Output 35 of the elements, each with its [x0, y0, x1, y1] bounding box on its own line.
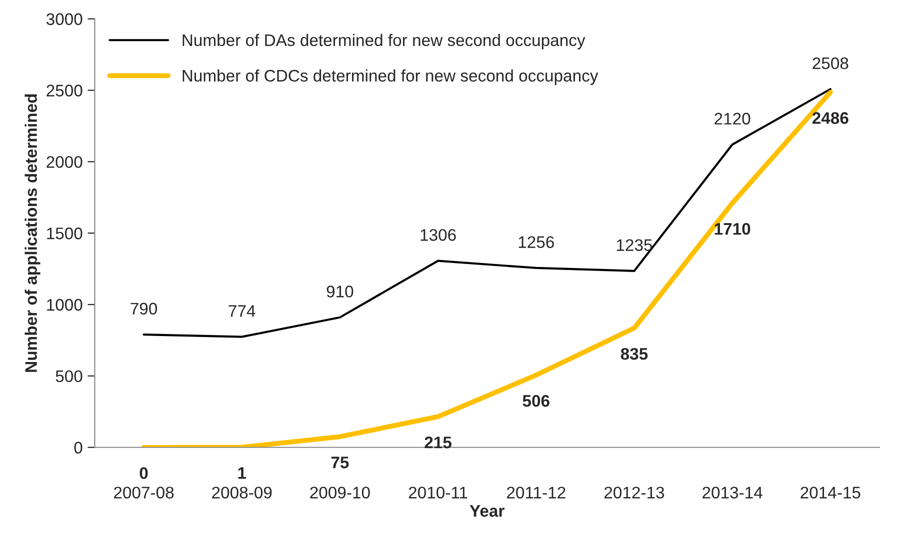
data-label: 215 [424, 436, 452, 448]
x-axis-title: Year [470, 505, 504, 517]
data-label: 1306 [420, 229, 456, 241]
x-tick-label: 2012-13 [604, 486, 664, 498]
y-tick-label: 0 [74, 442, 82, 454]
data-label: 790 [130, 302, 158, 315]
y-axis-title: Number of applications determined [24, 94, 40, 372]
x-tick-label: 2009-10 [310, 486, 370, 498]
y-tick-label: 500 [56, 370, 82, 382]
data-label: 506 [522, 394, 550, 407]
data-label: 910 [326, 286, 354, 298]
x-tick-label: 2010-11 [408, 486, 468, 498]
data-label: 75 [331, 456, 349, 468]
y-tick-label: 2500 [46, 84, 82, 96]
legend-label: Number of CDCs determined for new second occupancy [182, 69, 598, 85]
y-tick-label: 1500 [47, 228, 82, 240]
data-label: 2508 [812, 57, 848, 70]
data-label: 0 [140, 467, 148, 480]
data-label: 2486 [812, 112, 848, 124]
data-label: 2120 [714, 112, 750, 125]
x-tick-label: 2008-09 [212, 486, 272, 498]
data-label: 1256 [518, 236, 554, 248]
data-label: 835 [620, 348, 648, 360]
data-label: 1710 [714, 223, 750, 235]
y-tick-label: 1000 [47, 298, 82, 311]
data-label: 774 [228, 305, 256, 317]
x-tick-label: 2014-15 [800, 486, 860, 498]
data-label: 1 [238, 467, 246, 479]
y-tick-label: 2000 [46, 156, 82, 168]
legend-label: Number of DAs determined for new second occupancy [182, 34, 586, 50]
y-tick-label: 3000 [46, 13, 82, 26]
x-tick-label: 2013-14 [702, 486, 762, 498]
x-tick-label: 2007-08 [114, 486, 174, 498]
data-label: 1235 [616, 239, 652, 252]
x-tick-label: 2011-12 [507, 486, 566, 498]
